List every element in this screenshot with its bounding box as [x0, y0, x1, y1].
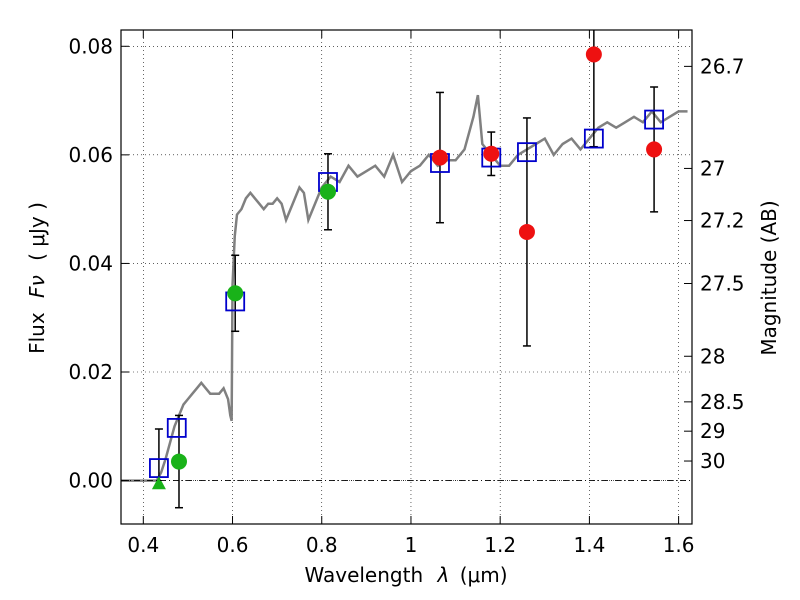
- model-sed: [121, 94, 688, 482]
- x-tick-label: 1.4: [573, 533, 605, 557]
- y2-axis-ticks: 26.7 27 27.2 27.5 28 28.5 29 30: [684, 54, 745, 473]
- data-markers: [149, 46, 664, 490]
- y-tick-label: 0.00: [68, 469, 113, 493]
- y-tick-label: 0.04: [68, 251, 113, 275]
- x-tick-label: 1: [405, 533, 418, 557]
- x-tick-label: 1.2: [484, 533, 516, 557]
- red-data-point: [585, 46, 602, 63]
- model-flux-square: [583, 128, 604, 149]
- x-tick-label: 0.8: [306, 533, 338, 557]
- grid: [121, 30, 692, 524]
- model-flux-square: [517, 142, 537, 163]
- plot-frame: [120, 29, 693, 525]
- x-axis-label: Wavelength λ (μm): [304, 563, 507, 587]
- y-axis-label: Flux Fν ( μJy ): [25, 202, 49, 354]
- model-flux-square: [166, 418, 187, 438]
- red-data-point: [518, 223, 535, 240]
- green-data-point: [319, 183, 336, 200]
- error-bars: [154, 30, 659, 509]
- y-tick-label: 0.02: [68, 360, 113, 384]
- y2-axis-label: Magnitude (AB): [757, 200, 781, 355]
- y2-tick-label: 28.5: [700, 390, 745, 414]
- red-data-point: [646, 141, 663, 158]
- model-sed-line: [121, 94, 688, 482]
- y2-tick-label: 29: [700, 419, 725, 443]
- y2-tick-label: 27.5: [700, 272, 745, 296]
- x-tick-label: 0.4: [127, 533, 159, 557]
- y-tick-label: 0.06: [68, 143, 113, 167]
- y-axis-ticks: 0.00 0.02 0.04 0.06 0.08: [68, 34, 129, 493]
- green-data-point: [227, 285, 244, 302]
- red-data-point: [483, 145, 500, 162]
- green-data-point: [170, 453, 187, 470]
- x-axis-ticks: 0.4 0.6 0.8 1 1.2 1.4 1.6: [127, 30, 695, 557]
- y-tick-label: 0.08: [68, 34, 113, 58]
- model-flux-square: [644, 109, 664, 130]
- y2-tick-label: 28: [700, 344, 725, 368]
- y2-tick-label: 26.7: [700, 54, 745, 78]
- upper-limit-triangle: [151, 476, 166, 490]
- y2-tick-label: 30: [700, 449, 725, 473]
- y2-tick-label: 27.2: [700, 209, 745, 233]
- red-data-point: [431, 149, 448, 166]
- x-tick-label: 1.6: [663, 533, 695, 557]
- x-tick-label: 0.6: [217, 533, 249, 557]
- y2-tick-label: 27: [700, 156, 725, 180]
